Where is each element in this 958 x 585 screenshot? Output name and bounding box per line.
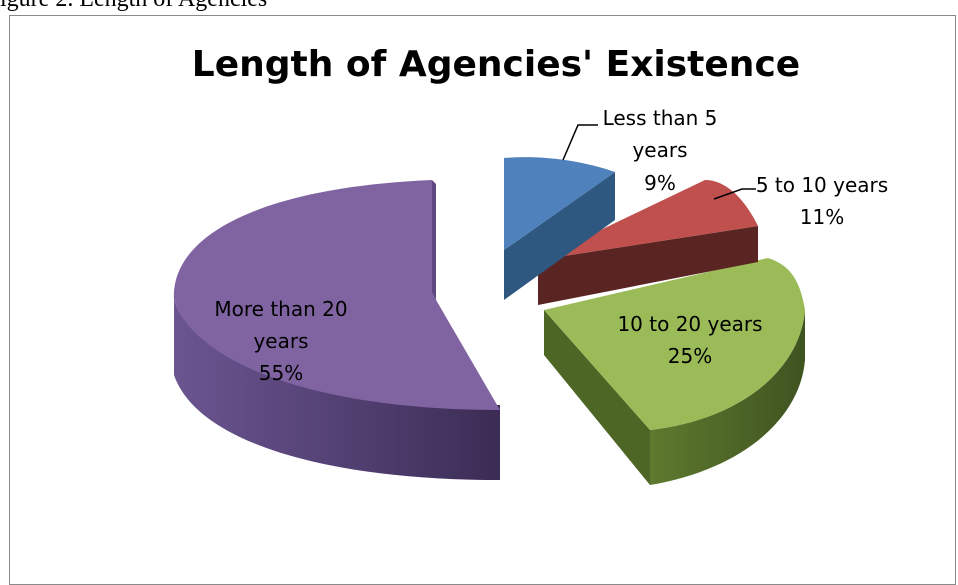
label-line: years — [253, 329, 308, 353]
label-percent: 11% — [800, 205, 844, 229]
data-label-more-than-20: More than 20 years 55% — [214, 297, 347, 385]
figure-caption: igure 2. Length of Agencies — [0, 0, 267, 13]
pie-slice-less-than-5 — [504, 157, 615, 300]
pie-slice-more-than-20 — [173, 180, 500, 480]
pie-slice-10-to-20 — [544, 258, 805, 485]
chart-title: Length of Agencies' Existence — [192, 44, 800, 85]
label-line: More than 20 — [214, 297, 347, 321]
pie-slice-5-to-10 — [538, 180, 758, 305]
leader-line-5-to-10 — [713, 188, 756, 200]
leader-line-less-than-5 — [562, 124, 598, 161]
label-line: Less than 5 — [603, 106, 718, 130]
label-line: years — [632, 138, 687, 162]
data-label-less-than-5: Less than 5 years 9% — [603, 106, 718, 195]
data-label-10-to-20: 10 to 20 years 25% — [617, 312, 762, 368]
label-line: 5 to 10 years — [756, 173, 888, 197]
label-line: 10 to 20 years — [617, 312, 762, 336]
label-percent: 25% — [668, 344, 712, 368]
label-percent: 55% — [259, 361, 303, 385]
label-percent: 9% — [644, 171, 676, 195]
data-label-5-to-10: 5 to 10 years 11% — [756, 173, 888, 229]
